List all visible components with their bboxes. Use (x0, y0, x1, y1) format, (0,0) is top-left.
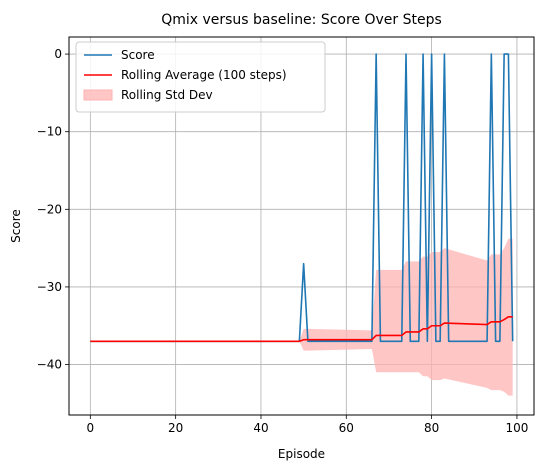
x-tick-label: 20 (168, 421, 183, 435)
x-tick-label: 0 (87, 421, 95, 435)
y-axis-label: Score (9, 209, 23, 243)
plot-frame (68, 36, 535, 416)
y-tick-label: −40 (37, 358, 62, 372)
legend: Score Rolling Average (100 steps) Rolling … (75, 41, 326, 113)
y-tick-label: −10 (37, 125, 62, 139)
legend-label: Rolling Average (100 steps) (121, 68, 287, 82)
x-tick-label: 40 (253, 421, 268, 435)
legend-label: Rolling Std Dev (121, 88, 213, 102)
line-layer (90, 53, 514, 343)
x-tick-label: 100 (505, 421, 528, 435)
x-tick-label: 60 (339, 421, 354, 435)
rolling-std-band (299, 238, 513, 396)
y-tick-label: 0 (54, 47, 62, 61)
legend-swatch-band (83, 89, 113, 101)
chart-title: Qmix versus baseline: Score Over Steps (161, 12, 442, 28)
ticks: 0 20 40 60 80 100 0 −10 −20 −30 −40 (37, 47, 529, 435)
x-axis-label: Episode (278, 447, 325, 461)
x-tick-label: 80 (424, 421, 439, 435)
y-tick-label: −20 (37, 202, 62, 216)
rolling-average-line (90, 316, 513, 343)
legend-box (75, 41, 326, 113)
legend-label: Score (121, 48, 155, 62)
y-tick-label: −30 (37, 280, 62, 294)
band-layer (299, 238, 513, 396)
